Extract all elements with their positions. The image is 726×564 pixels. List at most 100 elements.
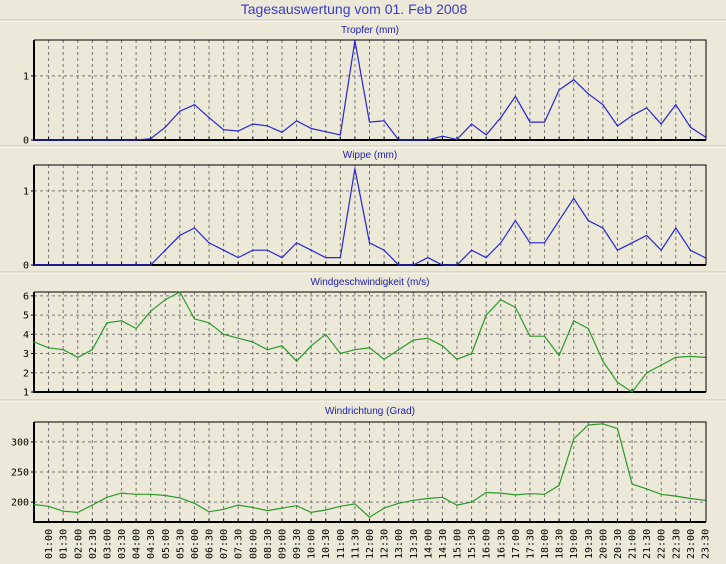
data-point [558, 354, 560, 357]
data-point [529, 121, 531, 123]
y-tick-label: 2 [23, 368, 29, 379]
data-point [208, 116, 210, 119]
data-point [529, 242, 531, 244]
data-point [325, 131, 327, 133]
plot-border [34, 39, 707, 140]
x-tick-label: 11:30 [350, 529, 361, 559]
data-point [646, 234, 648, 236]
x-tick-label: 21:00 [628, 529, 639, 559]
data-point [106, 139, 108, 141]
x-tick-label: 18:00 [540, 529, 551, 559]
data-point [631, 391, 633, 393]
data-point [412, 499, 414, 501]
data-point [252, 249, 254, 251]
x-tick-label: 06:30 [205, 529, 216, 559]
data-point [456, 264, 458, 266]
data-point [456, 358, 458, 360]
data-point [164, 299, 166, 301]
data-point [120, 320, 123, 322]
data-point [150, 310, 152, 312]
data-point [689, 126, 692, 128]
data-point [398, 139, 400, 141]
data-point [485, 314, 487, 316]
data-point [398, 264, 400, 266]
chart-3: Windgeschwindigkeit (m/s) 1 2 3 4 5 6 [23, 277, 707, 399]
data-point [631, 483, 633, 485]
chart-title: Windgeschwindigkeit (m/s) [311, 277, 430, 288]
x-tick-label: 21:30 [642, 529, 653, 559]
data-point [77, 264, 79, 266]
data-point [91, 349, 93, 351]
data-point [325, 256, 327, 259]
data-point [47, 505, 50, 507]
data-point [223, 129, 225, 131]
data-point [281, 131, 283, 133]
x-tick-label: 01:30 [59, 529, 70, 559]
x-tick-label: 03:30 [117, 529, 128, 559]
data-point [135, 264, 137, 266]
data-point [33, 341, 35, 343]
data-point [208, 242, 210, 244]
y-tick-label: 3 [23, 349, 29, 360]
x-tick-label: 03:00 [102, 529, 113, 559]
data-point [412, 339, 414, 341]
data-point [339, 505, 341, 507]
x-tick-label: 06:00 [190, 529, 201, 559]
x-tick-label: 01:00 [44, 529, 55, 559]
data-point [310, 249, 312, 251]
x-tick-label: 15:30 [467, 529, 478, 559]
x-tick-label: 20:00 [598, 529, 609, 559]
data-point [368, 516, 371, 518]
x-tick-label: 04:30 [146, 529, 157, 559]
data-point [646, 372, 648, 374]
data-point [631, 115, 633, 117]
data-point [179, 234, 181, 236]
data-point [208, 511, 210, 513]
data-point [689, 497, 692, 500]
x-tick-label: 23:00 [686, 529, 697, 559]
data-point [398, 349, 400, 351]
data-point [660, 364, 662, 366]
x-tick-label: 02:00 [73, 529, 84, 559]
data-point [485, 491, 487, 494]
x-tick-label: 12:00 [365, 529, 376, 559]
data-point [281, 507, 283, 509]
data-point [383, 120, 385, 122]
x-tick-label: 11:00 [336, 529, 347, 559]
data-point [150, 493, 152, 495]
x-tick-label: 10:00 [307, 529, 318, 559]
data-point [675, 104, 677, 106]
y-tick-label: 200 [11, 498, 29, 509]
data-point [660, 249, 662, 251]
data-point [47, 139, 50, 141]
data-point [354, 503, 356, 505]
data-point [616, 381, 619, 383]
data-point [106, 322, 108, 324]
data-point [500, 492, 502, 494]
data-point [91, 139, 93, 141]
data-point [368, 121, 371, 123]
plot-border [34, 291, 707, 392]
data-point [120, 139, 123, 141]
y-tick-label: 1 [23, 388, 29, 399]
data-point [252, 123, 254, 125]
data-point [514, 95, 516, 98]
data-point [704, 136, 706, 138]
data-point [295, 242, 298, 244]
data-point [660, 123, 662, 125]
data-point [573, 438, 575, 440]
data-point [587, 327, 589, 330]
data-point [587, 219, 589, 222]
data-point [179, 110, 181, 112]
data-point [62, 264, 64, 266]
data-point [339, 256, 341, 259]
data-point [164, 249, 166, 251]
x-tick-label: 08:00 [248, 529, 259, 559]
x-tick-label: 07:30 [234, 529, 245, 559]
data-point [266, 509, 268, 512]
data-point [689, 249, 692, 251]
data-point [164, 494, 166, 497]
y-tick-label: 0 [23, 261, 29, 272]
y-tick-label: 250 [11, 468, 29, 479]
data-point [427, 256, 429, 259]
